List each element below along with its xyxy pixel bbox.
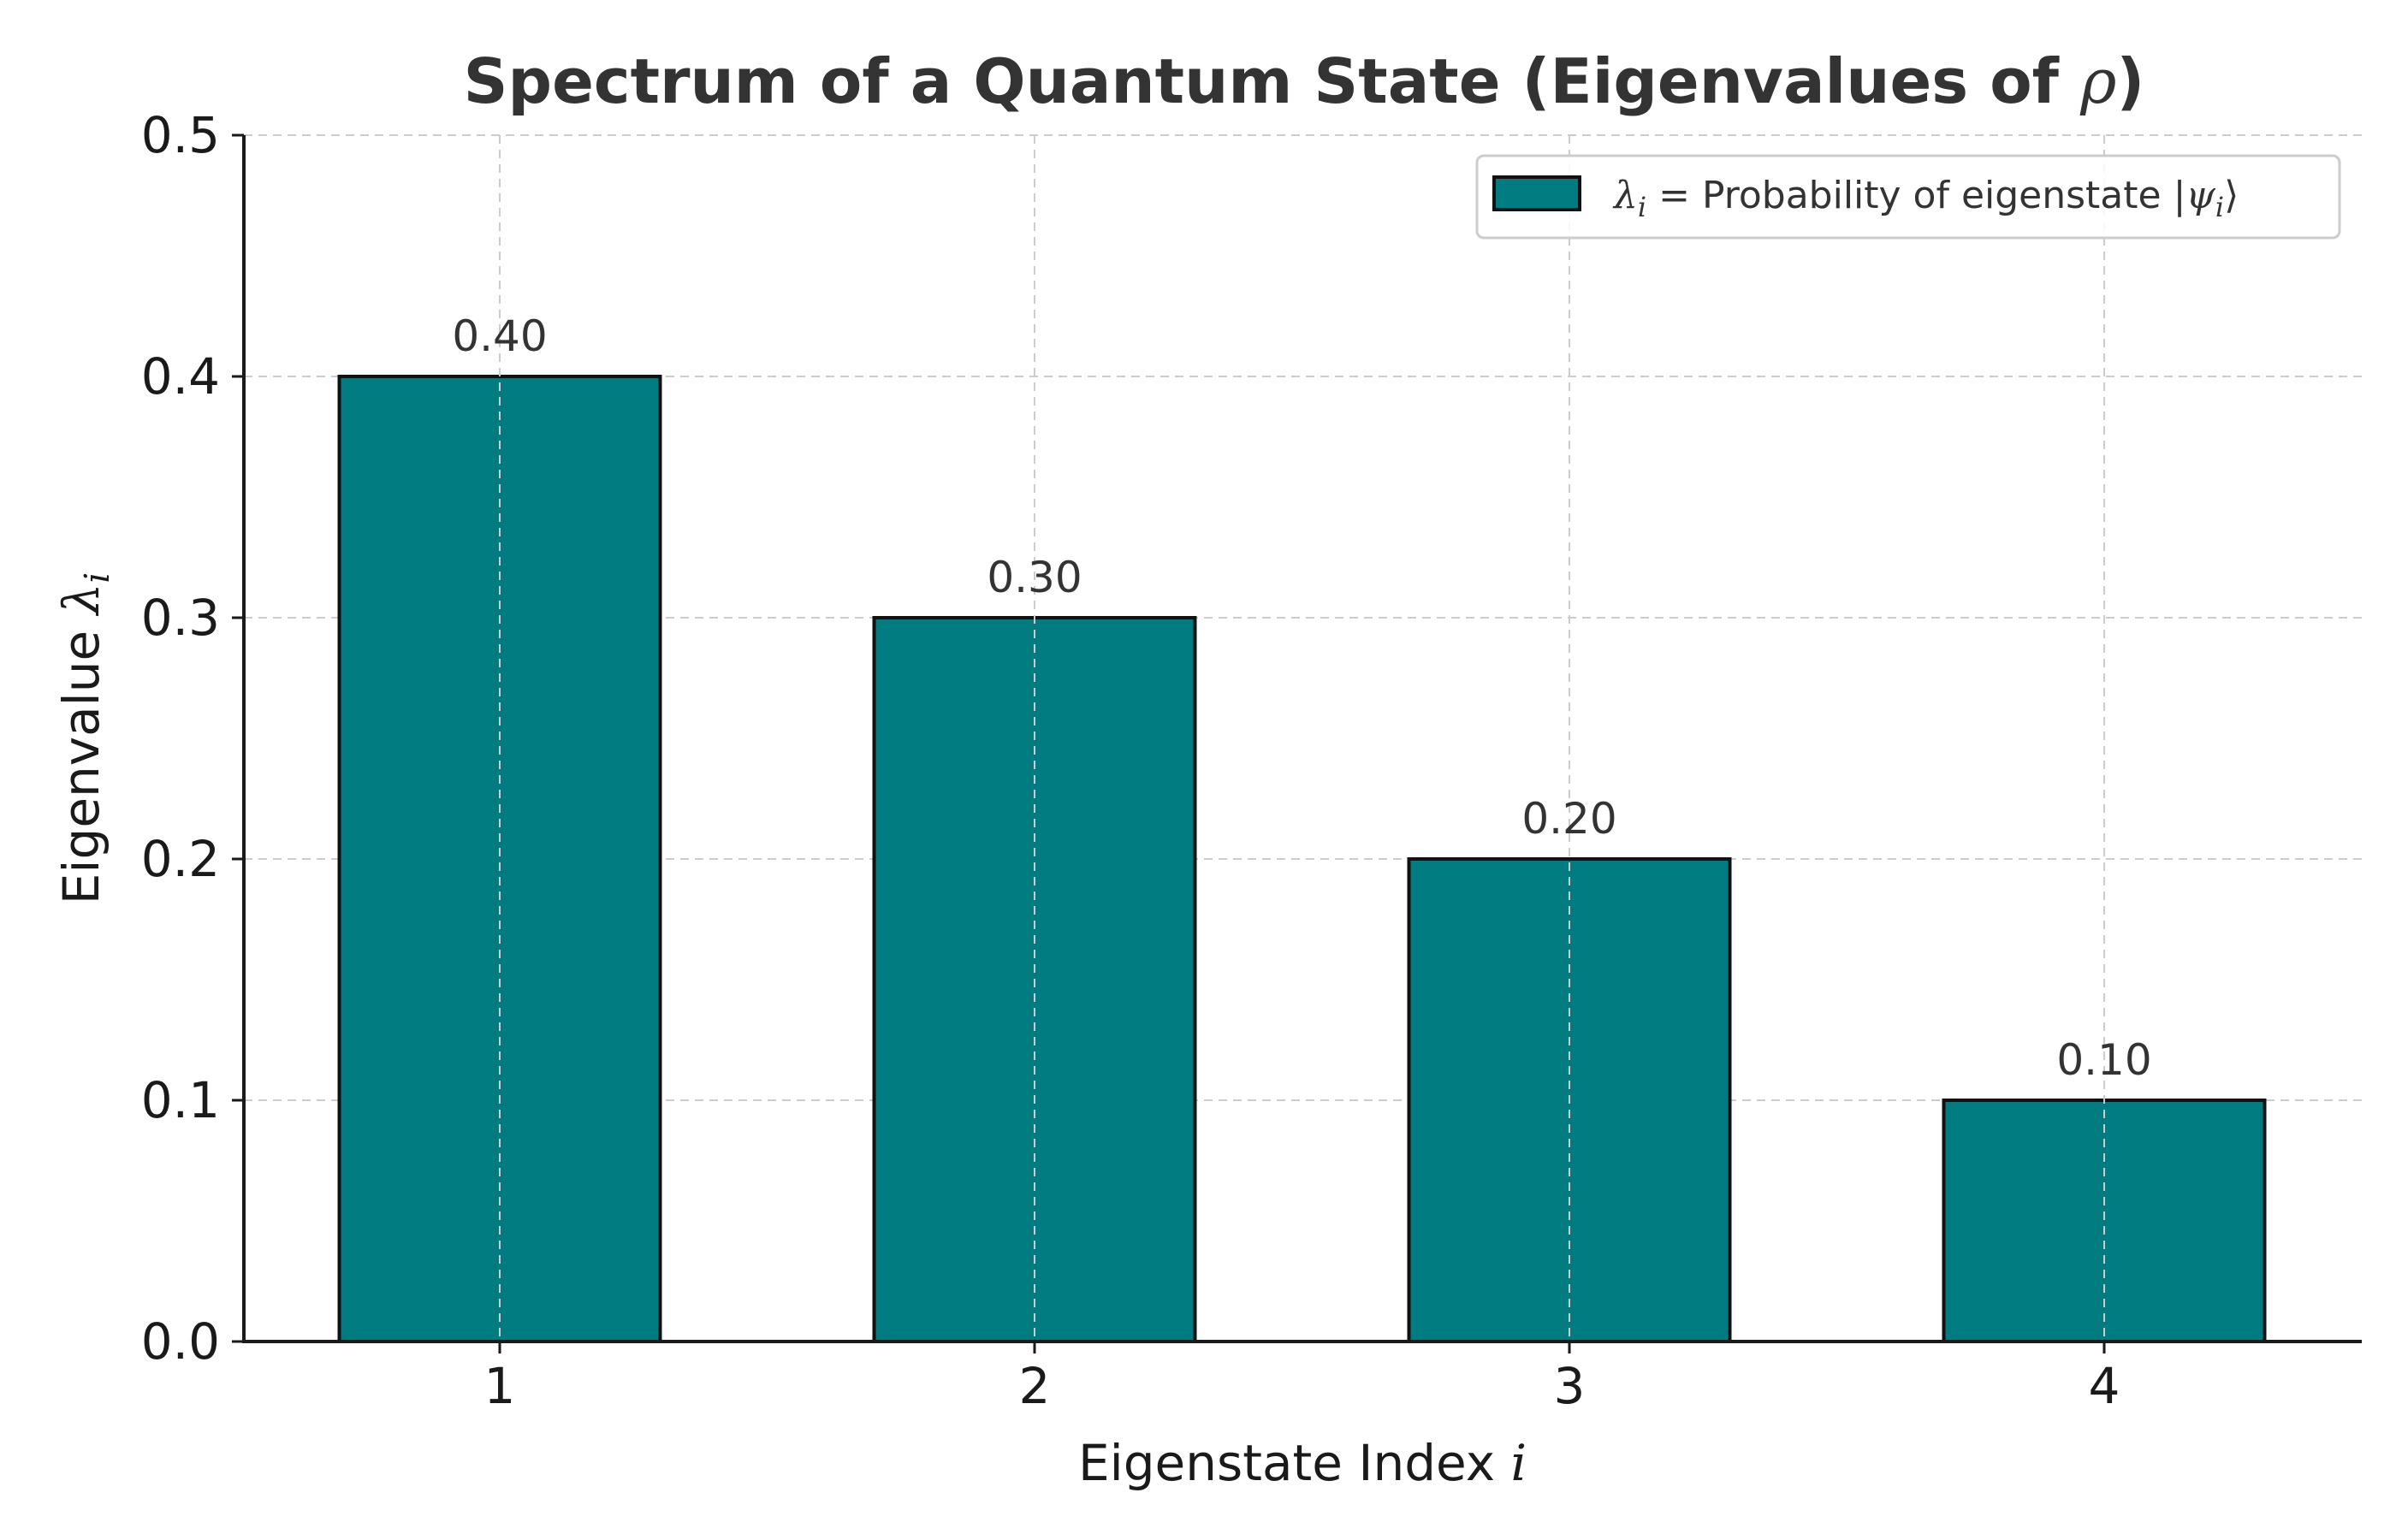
data-labels: 0.40 0.30 0.20 0.10 [452,311,2151,1085]
x-tick-label: 1 [484,1357,516,1415]
y-tick-label: 0.1 [141,1071,220,1129]
y-tick-label: 0.4 [141,347,220,406]
grid-front [499,135,2105,1342]
y-tick-label: 0.3 [141,589,220,647]
legend: λi = Probability of eigenstate |ψi⟩ [1475,154,2341,240]
x-tick-label: 2 [1019,1357,1051,1415]
bar-1 [337,375,662,1343]
x-axis-ticks: 1 2 3 4 [484,1342,2120,1415]
data-label-2: 0.30 [987,553,1082,602]
y-tick-label: 0.2 [141,830,220,888]
chart-title: Spectrum of a Quantum State (Eigenvalues… [464,45,2145,117]
x-axis-label: Eigenstate Index i [1078,1434,1527,1492]
data-label-4: 0.10 [2056,1035,2151,1085]
x-tick-label: 3 [1554,1357,1586,1415]
legend-frame [1475,154,2341,240]
legend-entry: λi = Probability of eigenstate |ψi⟩ [1612,174,2239,223]
data-label-3: 0.20 [1521,794,1616,844]
data-label-1: 0.40 [452,311,547,361]
x-tick-label: 4 [2089,1357,2120,1415]
y-axis-ticks: 0.0 0.1 0.2 0.3 0.4 0.5 [141,106,244,1371]
y-axis-label: Eigenvalue λi [52,572,117,904]
y-tick-label: 0.5 [141,106,220,164]
y-tick-label: 0.0 [141,1312,220,1371]
legend-swatch [1492,175,1581,211]
